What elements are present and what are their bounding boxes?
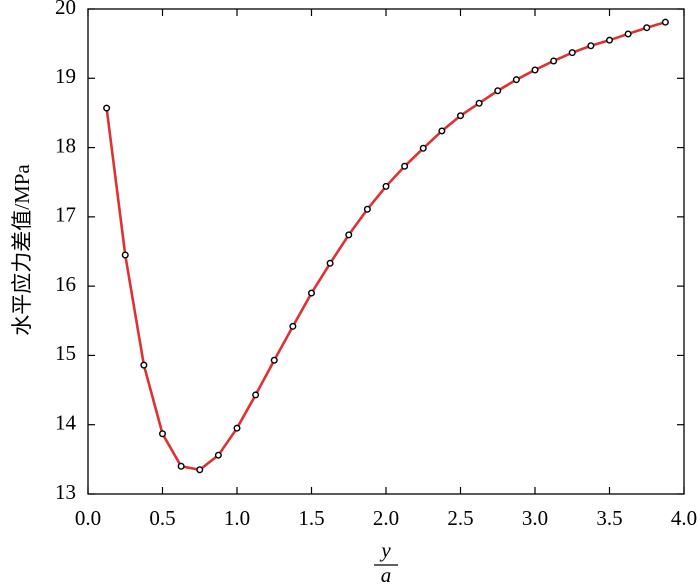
data-point: [252, 391, 260, 399]
data-point: [550, 57, 558, 65]
data-point: [345, 231, 353, 239]
data-point: [382, 182, 390, 190]
data-point: [196, 466, 204, 474]
y-tick-label: 18: [55, 133, 76, 157]
data-point: [624, 30, 632, 38]
x-tick-label: 0.5: [149, 506, 175, 530]
data-point: [419, 144, 427, 152]
data-point: [289, 322, 297, 330]
data-point: [140, 361, 148, 369]
data-point: [438, 127, 446, 135]
x-tick-label: 0.0: [75, 506, 101, 530]
y-tick-label: 17: [55, 203, 76, 227]
data-point: [121, 251, 129, 259]
y-tick-label: 16: [55, 272, 76, 296]
data-point: [531, 66, 539, 74]
data-point: [512, 76, 520, 84]
data-point: [457, 112, 465, 120]
data-point: [308, 289, 316, 297]
data-point: [270, 356, 278, 364]
y-tick-label: 14: [55, 411, 77, 435]
data-point: [606, 36, 614, 44]
data-point: [233, 424, 241, 432]
x-tick-label: 3.5: [596, 506, 622, 530]
data-point: [214, 451, 222, 459]
x-axis-label-numerator: y: [379, 538, 391, 562]
x-tick-label: 3.0: [522, 506, 548, 530]
data-point: [401, 162, 409, 170]
y-axis-label: 水平应力差值/MPa: [10, 164, 34, 336]
x-tick-label: 2.0: [373, 506, 399, 530]
x-tick-label: 2.5: [447, 506, 473, 530]
data-point: [158, 430, 166, 438]
data-point: [661, 18, 669, 26]
x-axis-label-denominator: a: [381, 563, 392, 587]
data-point: [475, 99, 483, 107]
plot-frame: [87, 8, 685, 495]
data-point: [568, 49, 576, 57]
x-tick-label: 1.5: [298, 506, 324, 530]
data-line: [105, 20, 666, 472]
y-tick-label: 15: [55, 341, 76, 365]
data-point: [103, 104, 111, 112]
data-point: [587, 42, 595, 50]
y-tick-label: 19: [55, 64, 76, 88]
x-tick-label: 1.0: [224, 506, 250, 530]
data-point: [494, 87, 502, 95]
y-tick-label: 13: [55, 480, 76, 504]
data-point: [363, 205, 371, 213]
data-point: [177, 462, 185, 470]
y-tick-label: 20: [55, 0, 76, 19]
data-point: [326, 259, 334, 267]
x-tick-label: 4.0: [671, 506, 697, 530]
data-point: [643, 24, 651, 32]
